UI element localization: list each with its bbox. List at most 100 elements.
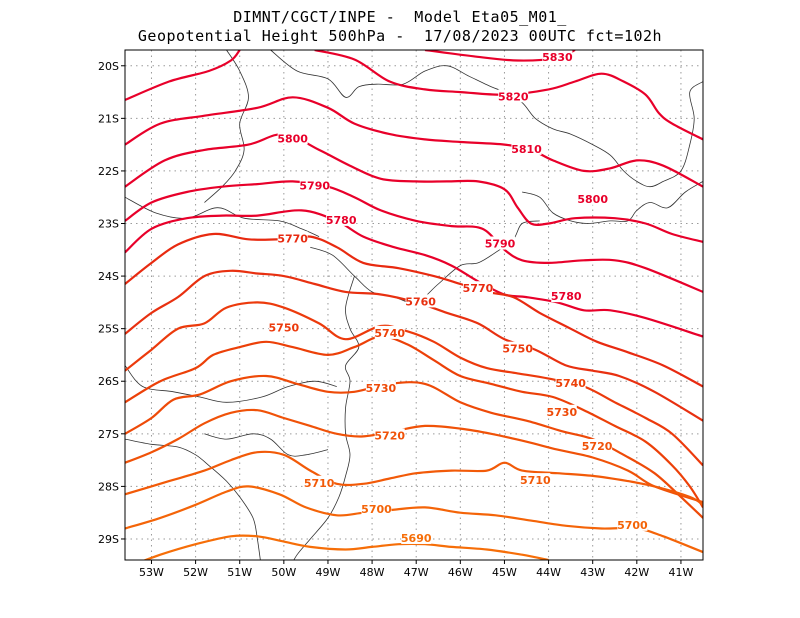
y-tick-label: 29S [98, 533, 119, 546]
coastline-segment [521, 181, 703, 224]
contour-line-5730 [125, 374, 703, 519]
contour-label-5810: 5810 [511, 143, 542, 156]
y-tick-label: 20S [98, 60, 119, 73]
x-tick-label: 45W [492, 566, 517, 579]
y-tick-label: 25S [98, 323, 119, 336]
contour-label-5780: 5780 [551, 290, 582, 303]
x-tick-label: 47W [404, 566, 429, 579]
x-tick-label: 49W [316, 566, 341, 579]
contour-line-5720 [125, 408, 703, 504]
contour-label-bg [277, 231, 308, 245]
x-tick-label: 50W [271, 566, 296, 579]
contour-label-5770: 5770 [463, 282, 494, 295]
contour-line-5790 [125, 180, 703, 293]
contour-label-bg [502, 341, 533, 355]
x-tick-label: 43W [580, 566, 605, 579]
y-tick-label: 28S [98, 480, 119, 493]
coastline-segment [293, 275, 360, 560]
contour-line-5760 [125, 269, 703, 422]
x-tick-label: 52W [183, 566, 208, 579]
contour-label-5780: 5780 [326, 214, 357, 227]
x-axis-ticks: 53W 52W 51W 50W 49W 48W 47W 46W 45W 44W 43W 42W 41W [139, 560, 693, 579]
contour-label-5710: 5710 [304, 477, 335, 490]
contour-label-5700: 5700 [361, 503, 392, 516]
plot-frame [124, 49, 704, 561]
contour-label-bg [462, 281, 493, 295]
contour-label-5830: 5830 [542, 51, 573, 64]
coastline-segment [125, 196, 320, 237]
contour-label-5740: 5740 [555, 377, 586, 390]
contour-label-5720: 5720 [582, 440, 613, 453]
contour-label-5720: 5720 [374, 429, 405, 442]
map-title-line-1: DIMNT/CGCT/INPE - Model Eta05_M01_ [233, 8, 567, 26]
contour-label-5770: 5770 [277, 232, 308, 245]
contour-label-bg [405, 294, 436, 308]
contour-label-5800: 5800 [577, 193, 608, 206]
y-tick-label: 21S [98, 112, 119, 125]
contour-line-5770 [125, 232, 703, 388]
contour-label-bg [374, 325, 405, 339]
contour-label-5740: 5740 [374, 327, 405, 340]
contour-label-layer: 5830 5820 5810 5800 5800 5790 5790 5780 5780 5770… [268, 50, 648, 545]
contour-label-bg [555, 375, 586, 389]
y-tick-label: 24S [98, 270, 119, 283]
x-tick-label: 41W [669, 566, 694, 579]
x-tick-label: 48W [360, 566, 385, 579]
y-tick-label: 22S [98, 165, 119, 178]
contour-label-bg [546, 404, 577, 418]
contour-line-5740 [125, 335, 703, 508]
contour-label-bg [326, 212, 357, 226]
contour-label-bg [520, 473, 551, 487]
y-tick-label: 27S [98, 428, 119, 441]
contour-label-5760: 5760 [405, 295, 436, 308]
contour-label-bg [365, 381, 396, 395]
x-tick-label: 46W [448, 566, 473, 579]
contour-line-5690 [142, 534, 549, 560]
coastline-segment [310, 220, 540, 304]
contour-label-5800: 5800 [277, 132, 308, 145]
contour-label-5750: 5750 [502, 343, 533, 356]
contour-label-5700: 5700 [617, 519, 648, 532]
contour-label-5730: 5730 [366, 382, 397, 395]
x-tick-label: 51W [227, 566, 252, 579]
contour-layer [125, 50, 703, 560]
contour-label-bg [577, 191, 608, 205]
contour-label-5730: 5730 [546, 406, 577, 419]
contour-label-bg [299, 178, 330, 192]
x-tick-label: 42W [624, 566, 649, 579]
contour-label-5710: 5710 [520, 474, 551, 487]
coastline-segment [125, 365, 337, 403]
contour-line-5820 [314, 50, 703, 141]
contour-label-bg [582, 438, 613, 452]
coastline-segment [204, 433, 329, 457]
contour-label-bg [361, 502, 392, 516]
contour-label-bg [498, 89, 529, 103]
contour-label-bg [485, 236, 516, 250]
x-tick-label: 53W [139, 566, 164, 579]
contour-label-bg [277, 131, 308, 145]
y-axis-ticks: 20S 21S 22S 23S 24S 25S 26S 27S 28S 29S [98, 60, 125, 546]
contour-label-5750: 5750 [269, 322, 300, 335]
contour-line-5710 [125, 450, 703, 506]
contour-label-5790: 5790 [299, 180, 330, 193]
contour-label-bg [268, 320, 299, 334]
contour-label-5790: 5790 [485, 238, 516, 251]
contour-line-5750 [125, 301, 703, 467]
contour-label-5820: 5820 [498, 90, 529, 103]
coastline-segment [204, 50, 249, 203]
contour-line-5800 [125, 132, 703, 243]
y-tick-label: 23S [98, 218, 119, 231]
contour-label-bg [304, 475, 335, 489]
x-tick-label: 44W [536, 566, 561, 579]
contour-label-5690: 5690 [401, 532, 432, 545]
contour-label-bg [511, 141, 542, 155]
contour-line-5780 [125, 209, 703, 338]
contour-line-5810 [125, 96, 703, 188]
map-title-line-2: Geopotential Height 500hPa - 17/08/2023 … [137, 27, 663, 45]
contour-label-bg [617, 517, 648, 531]
contour-line-5820 [125, 50, 241, 101]
contour-label-bg [542, 50, 573, 63]
coastline-segment [270, 50, 703, 188]
contour-label-bg [551, 289, 582, 303]
